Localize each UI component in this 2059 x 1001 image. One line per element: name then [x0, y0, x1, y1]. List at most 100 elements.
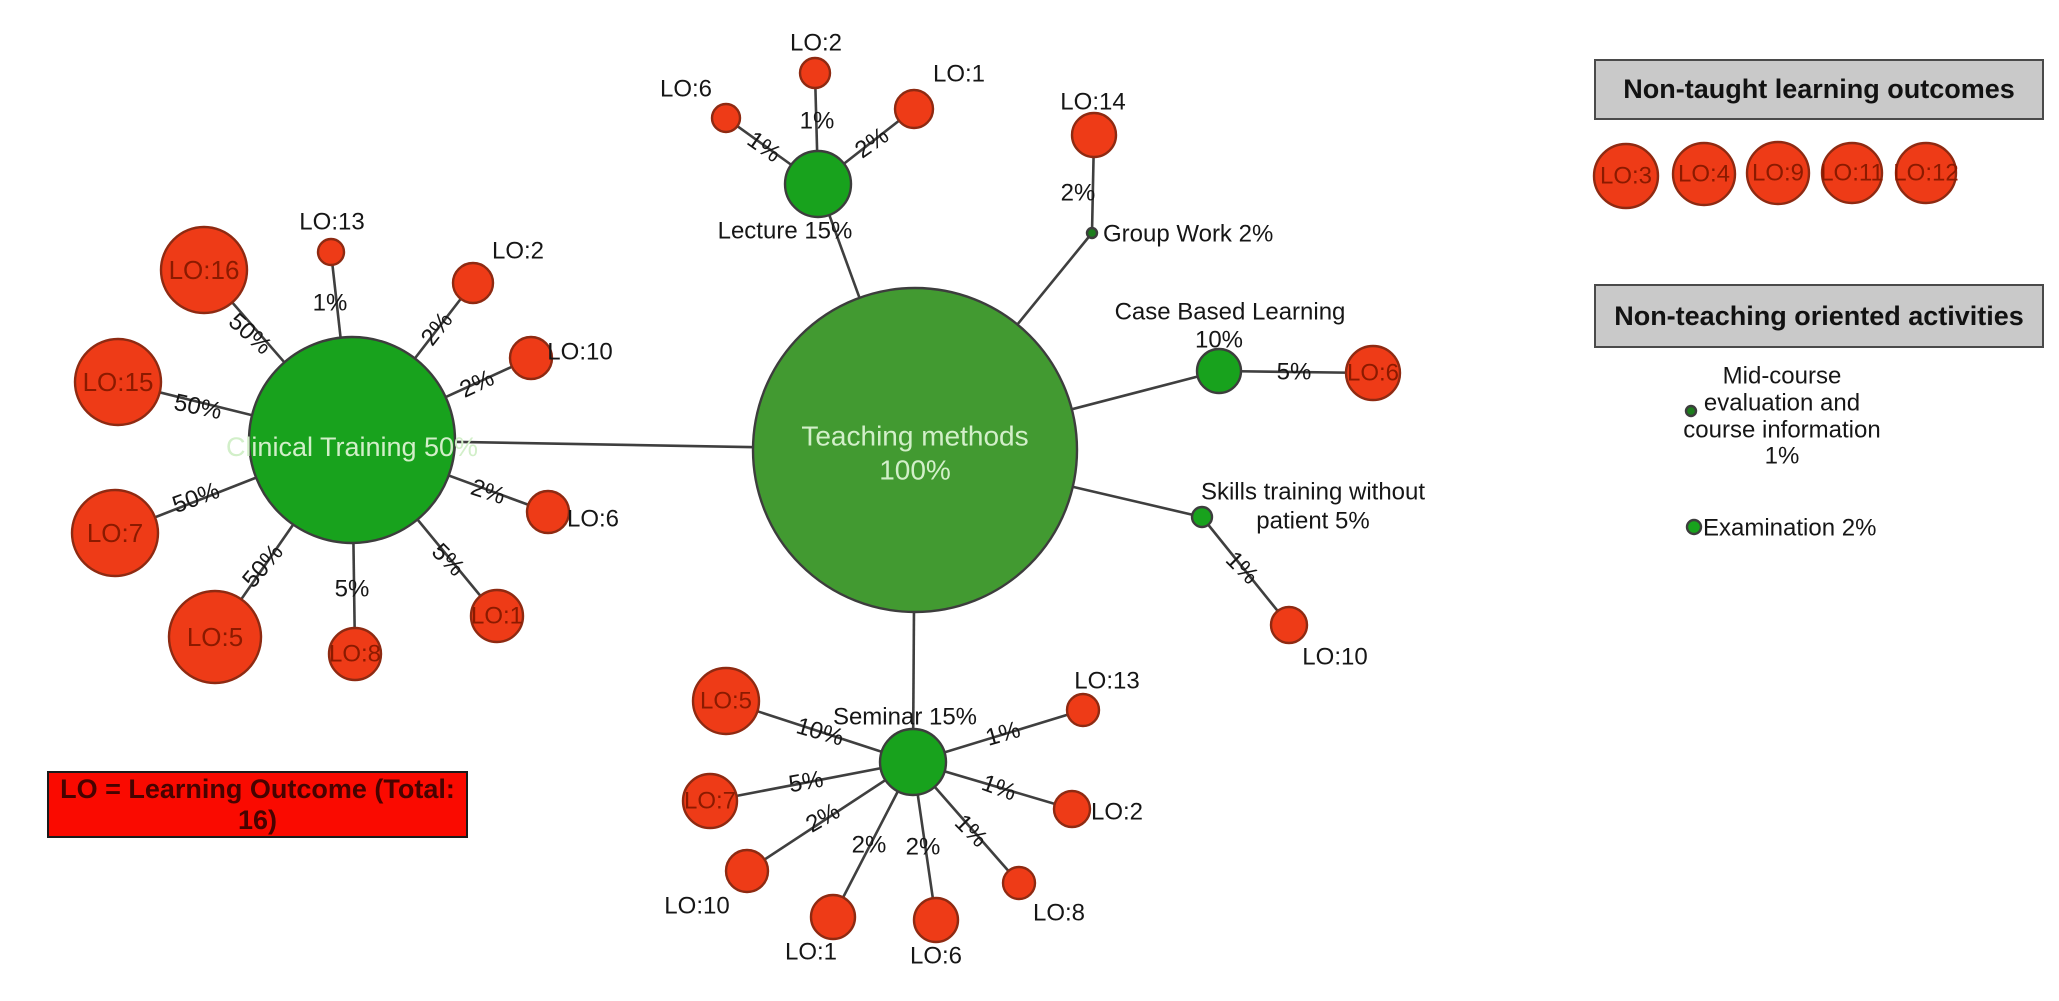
edge-label-clin-lo6: 2%	[467, 474, 508, 510]
edge-label-sem-lo6: 2%	[906, 834, 941, 861]
label-skills-title-line2: patient 5%	[1256, 508, 1369, 535]
node-inside-label-cbl-lo6: LO:6	[1347, 360, 1399, 387]
non-teaching-header: Non-teaching oriented activities	[1594, 284, 2044, 348]
edge-label-clin-lo16: 50%	[223, 308, 277, 360]
node-sem-lo8	[1001, 865, 1037, 901]
edge-label-sem-lo1: 2%	[852, 832, 887, 859]
node-skills-dot	[1190, 505, 1214, 529]
label-lec-lo6-label: LO:6	[660, 76, 712, 103]
edge-label-lec-lo2: 1%	[800, 108, 835, 135]
node-group-work-dot	[1085, 226, 1099, 240]
edge-skills-lo10	[1200, 516, 1291, 626]
label-seminar-title: Seminar 15%	[833, 704, 977, 731]
edge-label-skills-lo10: 1%	[1220, 546, 1264, 590]
label-cbl-title-line2: 10%	[1195, 327, 1243, 354]
label-midcourse-line2: evaluation and	[1704, 390, 1860, 417]
edge-label-cbl-lo6: 5%	[1277, 359, 1312, 386]
node-midcourse-dot	[1684, 404, 1698, 418]
label-teaching-line2: 100%	[879, 455, 951, 486]
node-inside-label-clin-lo7: LO:7	[87, 518, 143, 548]
node-sem-lo13	[1065, 692, 1101, 728]
node-inside-label-clin-lo15: LO:15	[83, 367, 154, 397]
node-clin-lo7	[70, 488, 160, 578]
node-clin-lo5	[167, 589, 263, 685]
node-inside-label-clin-lo8: LO:8	[329, 641, 381, 668]
label-lecture-title: Lecture 15%	[718, 218, 853, 245]
edge-label-clin-lo2: 2%	[416, 307, 459, 351]
node-inside-label-clin-lo16: LO:16	[169, 255, 240, 285]
node-panel-lo4	[1671, 141, 1737, 207]
label-skills-title-line1: Skills training without	[1201, 479, 1425, 506]
edge-label-gw-lo14: 2%	[1061, 180, 1096, 207]
node-inside-label-clin-lo5: LO:5	[187, 622, 243, 652]
label-clin-lo2-label: LO:2	[492, 238, 544, 265]
label-clin-lo13-label: LO:13	[299, 209, 364, 236]
node-inside-label-clin-lo1: LO:1	[471, 603, 523, 630]
label-clin-lo10-label: LO:10	[547, 339, 612, 366]
edge-label-sem-lo2: 1%	[978, 769, 1020, 806]
node-clin-lo8	[327, 626, 383, 682]
label-lo14-label: LO:14	[1060, 89, 1125, 116]
node-clin-lo13	[316, 237, 346, 267]
edge-label-sem-lo7: 5%	[787, 766, 826, 799]
non-taught-header: Non-taught learning outcomes	[1594, 59, 2044, 120]
node-lecture	[783, 149, 853, 219]
node-sem-lo5	[691, 666, 761, 736]
node-inside-label-panel-lo3: LO:3	[1600, 163, 1652, 190]
node-inside-label-panel-lo9: LO:9	[1752, 160, 1804, 187]
node-cbl-lo6	[1344, 344, 1402, 402]
edge-label-sem-lo13: 1%	[983, 716, 1024, 752]
node-panel-lo9	[1745, 140, 1811, 206]
edge-label-clin-lo5: 50%	[237, 539, 289, 593]
edge-sem-lo7	[709, 760, 914, 803]
node-panel-lo12	[1894, 141, 1958, 205]
edge-label-clin-lo7: 50%	[169, 477, 223, 519]
label-sem-lo8-label: LO:8	[1033, 900, 1085, 927]
node-lec-lo1	[893, 88, 935, 130]
node-lo14	[1070, 111, 1118, 159]
label-lec-lo2-label: LO:2	[790, 30, 842, 57]
node-inside-label-panel-lo12: LO:12	[1893, 160, 1958, 187]
node-clin-lo16	[159, 225, 249, 315]
label-midcourse-line3: course information	[1683, 417, 1880, 444]
edge-label-lec-lo6: 1%	[742, 126, 786, 168]
edge-label-clin-lo13: 1%	[313, 290, 348, 317]
node-clin-lo10	[508, 335, 554, 381]
label-examination-label: Examination 2%	[1703, 515, 1876, 542]
label-midcourse-line1: Mid-course	[1723, 363, 1842, 390]
node-inside-label-sem-lo7: LO:7	[684, 788, 736, 815]
non-teaching-header-text: Non-teaching oriented activities	[1614, 300, 2024, 331]
node-panel-lo11	[1820, 141, 1884, 205]
label-group-work-title: Group Work 2%	[1103, 221, 1273, 248]
node-sem-lo1	[809, 893, 857, 941]
label-cbl-title-line1: Case Based Learning	[1115, 299, 1346, 326]
node-sem-lo2	[1052, 789, 1092, 829]
node-sem-lo10	[724, 848, 770, 894]
node-clin-lo6	[525, 489, 571, 535]
node-lec-lo6	[710, 102, 742, 134]
label-teaching-line1: Teaching methods	[801, 421, 1028, 452]
node-skills-lo10	[1269, 605, 1309, 645]
node-clin-lo2	[451, 261, 495, 305]
node-panel-lo3	[1592, 142, 1660, 210]
node-inside-label-panel-lo4: LO:4	[1678, 161, 1730, 188]
label-sem-lo6-label: LO:6	[910, 943, 962, 970]
node-clinical	[247, 335, 457, 545]
node-inside-label-panel-lo11: LO:11	[1820, 160, 1884, 187]
node-clin-lo1	[469, 588, 525, 644]
node-lec-lo2	[798, 56, 832, 90]
edge-label-clin-lo8: 5%	[335, 576, 370, 603]
label-lec-lo1-label: LO:1	[933, 61, 985, 88]
node-seminar	[878, 727, 948, 797]
node-sem-lo7	[681, 772, 739, 830]
label-sem-lo2-label: LO:2	[1091, 799, 1143, 826]
label-sem-lo13-label: LO:13	[1074, 668, 1139, 695]
edge-label-clin-lo15: 50%	[172, 389, 225, 425]
legend-text: LO = Learning Outcome (Total: 16)	[60, 773, 455, 835]
node-clin-lo15	[73, 337, 163, 427]
label-midcourse-line4: 1%	[1765, 443, 1800, 470]
label-sem-lo1-label: LO:1	[785, 939, 837, 966]
node-inside-label-sem-lo5: LO:5	[700, 688, 752, 715]
